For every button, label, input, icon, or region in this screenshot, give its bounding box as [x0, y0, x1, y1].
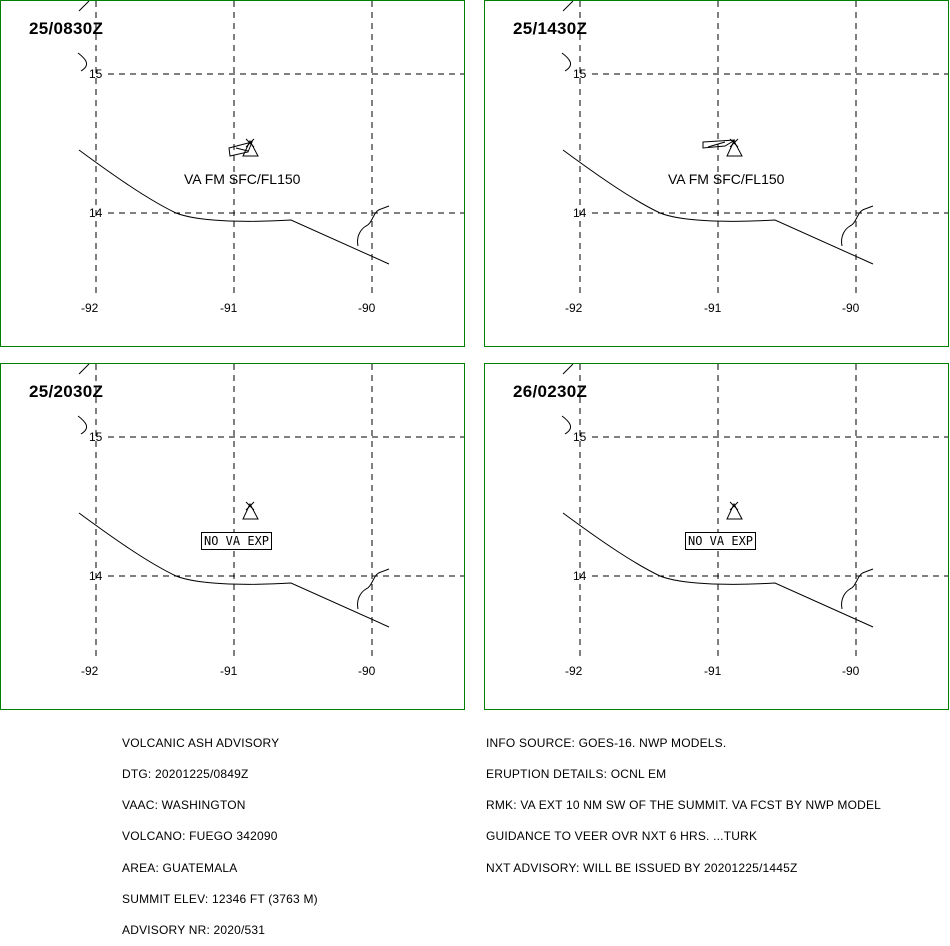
va-label: VA FM SFC/FL150	[668, 171, 785, 187]
lon-label: -92	[81, 301, 99, 315]
info-line: INFO SOURCE: GOES-16. NWP MODELS.	[486, 735, 727, 750]
advisory-info-right: INFO SOURCE: GOES-16. NWP MODELS. ERUPTI…	[486, 717, 881, 884]
lon-label: -90	[842, 301, 860, 315]
info-line: ADVISORY NR: 2020/531	[122, 923, 266, 938]
lon-label: -91	[220, 301, 238, 315]
info-line: DTG: 20201225/0849Z	[122, 767, 249, 782]
no-va-label: NO VA EXP	[201, 532, 273, 550]
lon-label: -91	[704, 301, 722, 315]
info-line: VOLCANIC ASH ADVISORY	[122, 735, 280, 750]
info-line: VOLCANO: FUEGO 342090	[122, 829, 278, 844]
info-line: SUMMIT ELEV: 12346 FT (3763 M)	[122, 891, 318, 906]
lat-label: 15	[89, 67, 103, 81]
volcano-icon	[726, 502, 743, 520]
lon-label: -90	[358, 301, 376, 315]
panel-time: 25/0830Z	[29, 19, 104, 38]
volcano-icon	[726, 139, 743, 157]
va-label: VA FM SFC/FL150	[184, 171, 301, 187]
lat-label: 15	[89, 430, 103, 444]
lon-label: -92	[565, 664, 583, 678]
panel-time: 26/0230Z	[513, 382, 588, 401]
no-va-label: NO VA EXP	[685, 532, 757, 550]
lat-label: 14	[573, 569, 587, 583]
map-panel-2: 25/1430Z 15 14 -92 -91 -90 VA FM SFC/FL1…	[484, 0, 949, 347]
lon-label: -92	[565, 301, 583, 315]
lon-label: -91	[220, 664, 238, 678]
lon-label: -90	[842, 664, 860, 678]
lon-label: -91	[704, 664, 722, 678]
info-line: NXT ADVISORY: WILL BE ISSUED BY 20201225…	[486, 860, 798, 875]
panel-time: 25/2030Z	[29, 382, 104, 401]
lat-label: 14	[89, 206, 103, 220]
volcano-icon	[242, 502, 259, 520]
lat-label: 15	[573, 67, 587, 81]
advisory-info-left: VOLCANIC ASH ADVISORY DTG: 20201225/0849…	[122, 717, 318, 946]
lon-label: -92	[81, 664, 99, 678]
map-graphic	[561, 1, 948, 296]
lat-label: 15	[573, 430, 587, 444]
info-line: ERUPTION DETAILS: OCNL EM	[486, 767, 667, 782]
info-line: VAAC: WASHINGTON	[122, 798, 246, 813]
lat-label: 14	[573, 206, 587, 220]
lat-label: 14	[89, 569, 103, 583]
volcano-icon	[242, 139, 259, 157]
lon-label: -90	[358, 664, 376, 678]
info-line: AREA: GUATEMALA	[122, 860, 238, 875]
panel-time: 25/1430Z	[513, 19, 588, 38]
map-graphic	[77, 1, 464, 296]
info-line: GUIDANCE TO VEER OVR NXT 6 HRS. ...TURK	[486, 829, 758, 844]
map-graphic	[77, 364, 464, 659]
info-line: RMK: VA EXT 10 NM SW OF THE SUMMIT. VA F…	[486, 798, 882, 813]
map-panel-1: 25/0830Z 15 14 -92 -91 -90 VA FM SFC/FL1…	[0, 0, 465, 347]
map-graphic	[561, 364, 948, 659]
